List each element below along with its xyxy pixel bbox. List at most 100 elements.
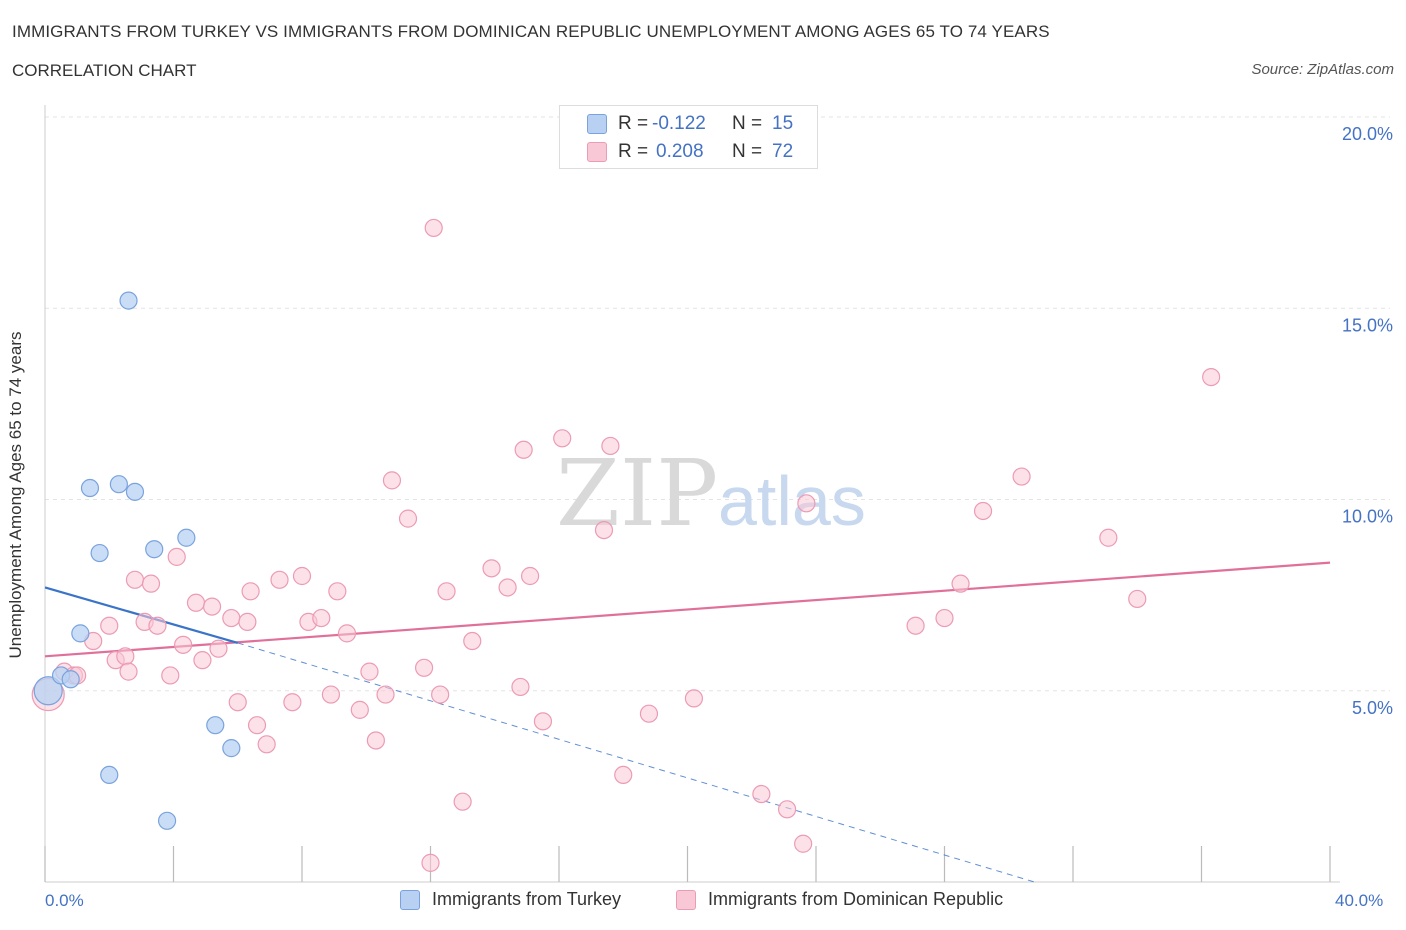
dominican-point bbox=[794, 834, 813, 853]
dominican-point bbox=[292, 566, 312, 586]
stats-box: R = -0.122 N = 15 R = 0.208 N = 72 bbox=[559, 105, 818, 169]
dominican-point bbox=[238, 612, 257, 632]
dominican-point bbox=[222, 608, 241, 628]
legend-item-dominican[interactable]: Immigrants from Dominican Republic bbox=[676, 889, 1003, 910]
chart-subtitle: CORRELATION CHART bbox=[12, 61, 197, 80]
dominican-n-label: N = bbox=[732, 141, 763, 162]
turkey-point bbox=[80, 478, 100, 498]
dominican-point bbox=[382, 471, 402, 490]
dominican-point bbox=[777, 800, 797, 819]
dominican-point bbox=[186, 593, 206, 612]
dominican-point bbox=[437, 582, 456, 601]
legend-label-turkey: Immigrants from Turkey bbox=[432, 889, 622, 909]
turkey-point bbox=[61, 670, 80, 689]
turkey-stat-swatch bbox=[587, 114, 607, 134]
dominican-point bbox=[141, 574, 161, 593]
source-credit: Source: ZipAtlas.com bbox=[1251, 61, 1394, 78]
dominican-point bbox=[421, 853, 440, 872]
dominican-point bbox=[366, 731, 385, 750]
dominican-point bbox=[161, 666, 180, 685]
turkey-points bbox=[33, 291, 241, 830]
dominican-point bbox=[424, 218, 443, 238]
dominican-point bbox=[241, 582, 260, 601]
legend-item-turkey[interactable]: Immigrants from Turkey bbox=[400, 889, 621, 910]
watermark-atlas: atlas bbox=[718, 462, 866, 540]
turkey-r-label: R = bbox=[618, 113, 649, 134]
dominican-point bbox=[453, 792, 472, 811]
dominican-point bbox=[1012, 467, 1031, 486]
turkey-point bbox=[157, 811, 177, 830]
dominican-point bbox=[463, 631, 482, 651]
turkey-n-label: N = bbox=[732, 113, 763, 134]
dominican-stat-swatch bbox=[587, 142, 607, 162]
dominican-point bbox=[639, 704, 659, 723]
dominican-point bbox=[350, 700, 369, 719]
grid-lines bbox=[45, 116, 1390, 692]
dominican-point bbox=[1099, 528, 1118, 547]
dominican-point bbox=[312, 608, 331, 628]
turkey-trend-extension bbox=[237, 642, 1035, 883]
dominican-point bbox=[116, 647, 135, 666]
y-axis-label: Unemployment Among Ages 65 to 74 years bbox=[6, 331, 25, 659]
dominican-point bbox=[321, 685, 341, 704]
legend: Immigrants from Turkey Immigrants from D… bbox=[0, 889, 1406, 915]
legend-swatch-dominican bbox=[676, 889, 696, 910]
dominican-point bbox=[257, 735, 276, 754]
legend-swatch-turkey bbox=[400, 889, 420, 910]
dominican-r-label: R = bbox=[618, 141, 649, 162]
dominican-point bbox=[906, 616, 925, 635]
dominican-point bbox=[100, 616, 119, 635]
dominican-point bbox=[431, 685, 450, 704]
x-tick-label-min: 0.0% bbox=[45, 891, 84, 910]
dominican-point bbox=[511, 677, 530, 697]
dominican-point bbox=[520, 566, 540, 586]
dominican-point bbox=[125, 570, 145, 589]
dominican-point bbox=[601, 436, 620, 456]
turkey-point bbox=[177, 528, 196, 547]
dominican-n-value: 72 bbox=[772, 141, 794, 162]
dominican-point bbox=[360, 662, 379, 681]
dominican-point bbox=[283, 693, 302, 712]
dominican-point bbox=[167, 547, 186, 566]
turkey-point bbox=[125, 482, 145, 501]
dominican-point bbox=[209, 639, 228, 658]
turkey-point bbox=[109, 475, 128, 494]
turkey-point bbox=[222, 739, 241, 758]
x-axis bbox=[44, 105, 1340, 883]
dominican-point bbox=[553, 429, 572, 448]
turkey-point bbox=[145, 540, 164, 559]
y-tick-label: 20.0% bbox=[1342, 124, 1393, 144]
dominican-point bbox=[328, 582, 347, 601]
trend-lines bbox=[44, 561, 1331, 883]
dominican-point bbox=[533, 712, 553, 731]
y-tick-label: 5.0% bbox=[1352, 698, 1393, 718]
dominican-point bbox=[797, 494, 816, 513]
dominican-point bbox=[951, 574, 970, 593]
dominican-point bbox=[414, 658, 434, 677]
dominican-r-value: 0.208 bbox=[656, 141, 704, 162]
dominican-point bbox=[376, 685, 395, 704]
dominican-point bbox=[247, 716, 267, 735]
turkey-point bbox=[71, 624, 90, 643]
dominican-point bbox=[482, 559, 501, 578]
x-tick-label-max: 40.0% bbox=[1335, 891, 1384, 910]
turkey-point bbox=[100, 765, 119, 785]
watermark-zip: ZIP bbox=[556, 440, 718, 547]
turkey-point bbox=[90, 543, 109, 563]
dominican-point bbox=[1202, 368, 1221, 387]
dominican-point bbox=[973, 501, 993, 521]
dominican-point bbox=[270, 570, 289, 589]
legend-label-dominican: Immigrants from Dominican Republic bbox=[708, 889, 1004, 909]
dominican-point bbox=[337, 624, 357, 643]
y-tick-label: 10.0% bbox=[1342, 507, 1393, 527]
dominican-point bbox=[193, 651, 212, 670]
dominican-point bbox=[119, 662, 138, 681]
dominican-point bbox=[935, 608, 954, 628]
dominican-point bbox=[1128, 589, 1147, 609]
dominican-point bbox=[594, 520, 614, 540]
dominican-point bbox=[398, 509, 418, 528]
chart-title: IMMIGRANTS FROM TURKEY VS IMMIGRANTS FRO… bbox=[12, 22, 1050, 41]
dominican-point bbox=[174, 635, 193, 654]
dominican-point bbox=[614, 765, 633, 785]
